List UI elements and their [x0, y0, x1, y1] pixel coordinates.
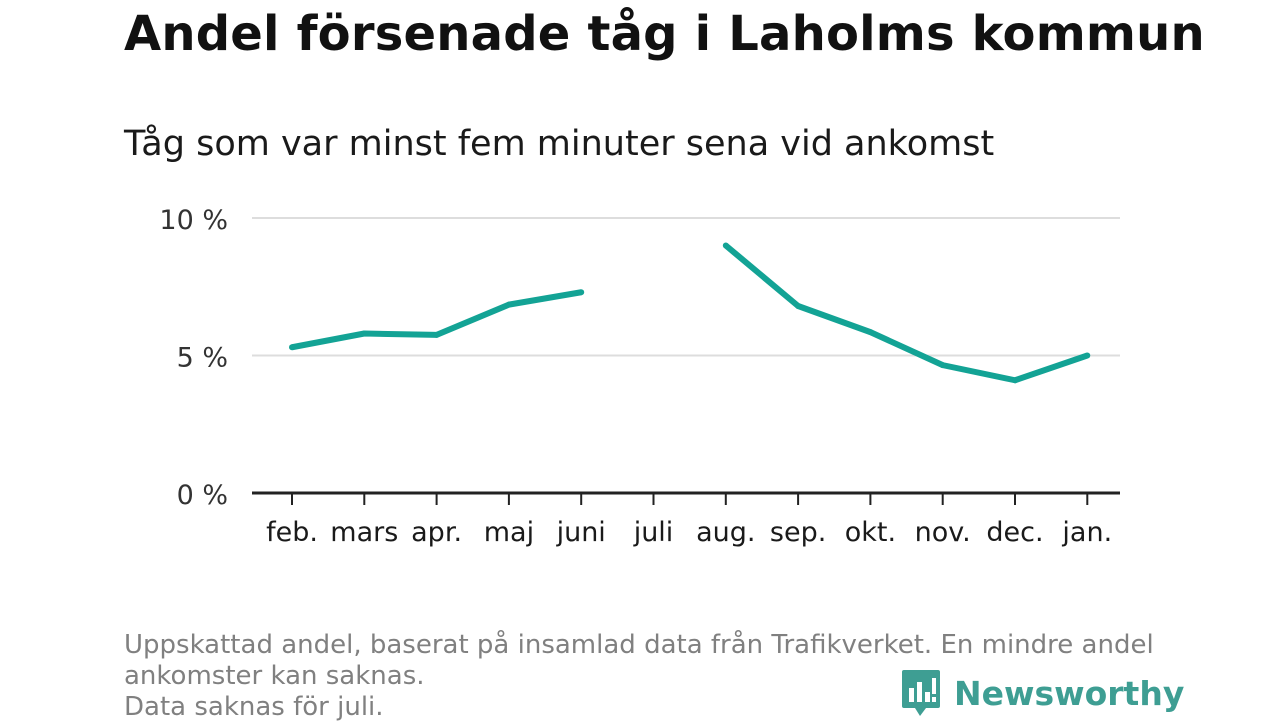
y-axis-tick-labels: 0 % 5 % 10 %	[159, 205, 228, 511]
x-tick-label: mars	[330, 517, 398, 548]
logo-text: Newsworthy	[954, 673, 1185, 713]
data-series	[289, 242, 1091, 384]
data-point	[505, 301, 512, 308]
footnote-line-3: Data saknas för juli.	[124, 692, 384, 722]
newsworthy-logo-icon	[902, 670, 940, 716]
line-chart: 0 % 5 % 10 % feb. mars apr. maj juni juli aug. se…	[159, 205, 1120, 548]
data-point	[361, 330, 368, 337]
x-axis: feb. mars apr. maj juni juli aug. sep. okt. nov. d…	[252, 491, 1120, 548]
x-tick-label: feb.	[266, 517, 318, 548]
data-point	[795, 303, 802, 309]
data-point	[1084, 352, 1091, 359]
footnote: Uppskattad andel, baserat på insamlad da…	[124, 630, 1164, 723]
series-line-segment	[723, 243, 1089, 384]
data-point	[433, 331, 440, 338]
data-point	[867, 329, 874, 336]
y-tick-label: 10 %	[159, 205, 228, 236]
x-tick-label: okt.	[845, 517, 896, 548]
data-point	[1012, 377, 1018, 384]
x-tick-label: apr.	[411, 517, 462, 548]
x-tick-label: juni	[556, 517, 606, 548]
data-point	[722, 242, 729, 249]
footnote-line-2: ankomster kan saknas.	[124, 661, 425, 691]
data-point	[939, 362, 946, 369]
footnote-line-1: Uppskattad andel, baserat på insamlad da…	[124, 630, 1154, 660]
data-point	[578, 289, 585, 296]
x-tick-label: sep.	[770, 517, 826, 548]
data-point	[289, 344, 295, 351]
gridlines	[252, 217, 1120, 357]
chart-title: Andel försenade tåg i Laholms kommun	[124, 6, 1205, 62]
y-tick-label: 5 %	[177, 343, 228, 374]
x-tick-label: nov.	[915, 517, 971, 548]
newsworthy-logo: Newsworthy	[900, 667, 1184, 719]
x-tick-label: jan.	[1061, 517, 1112, 548]
x-tick-label: dec.	[986, 517, 1043, 548]
x-tick-label: aug.	[696, 517, 755, 548]
x-tick-label: juli	[633, 517, 674, 548]
y-tick-label: 0 %	[177, 480, 228, 511]
series-line-segment	[291, 289, 582, 351]
x-tick-label: maj	[484, 517, 534, 548]
chart-subtitle: Tåg som var minst fem minuter sena vid a…	[124, 124, 995, 164]
